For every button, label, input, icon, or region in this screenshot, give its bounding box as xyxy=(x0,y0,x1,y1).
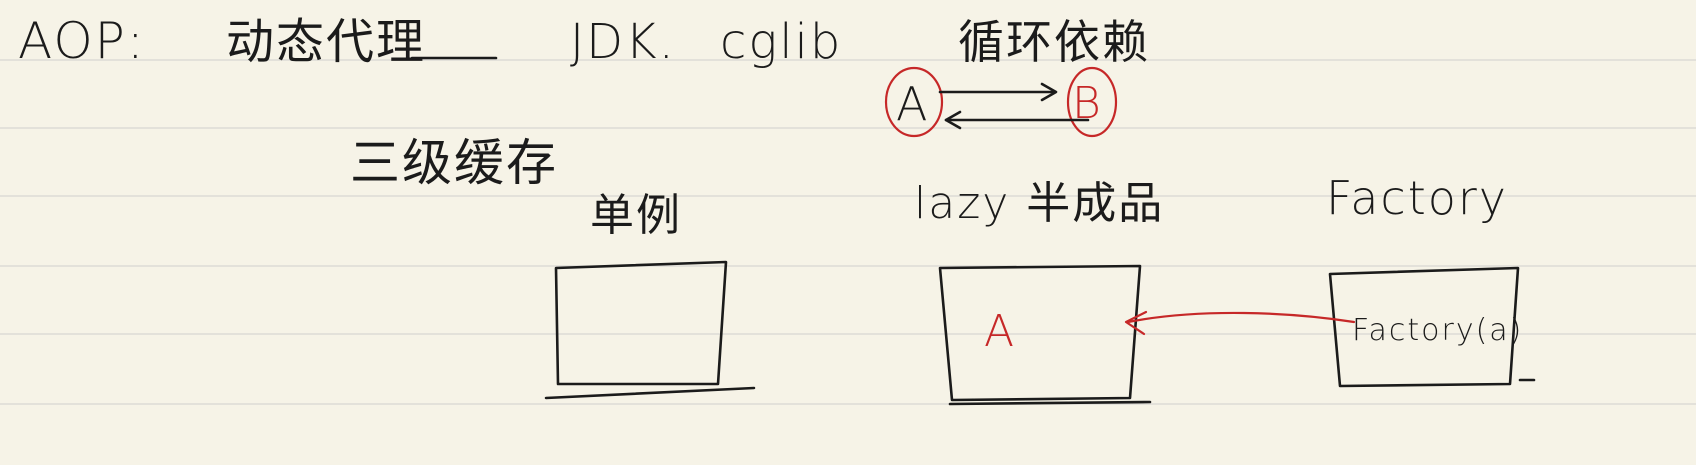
node-a-label: A xyxy=(896,77,929,131)
aop-text: AOP: xyxy=(18,12,146,70)
factory-box xyxy=(1328,266,1520,388)
arrow-a-to-b-head xyxy=(1040,82,1058,102)
singleton-box xyxy=(554,260,728,386)
ruled-lines xyxy=(0,59,1696,405)
node-b-circle xyxy=(1066,66,1118,138)
lazy-box xyxy=(938,264,1142,402)
jdk-text: JDK. xyxy=(570,14,676,70)
lazy-box-base xyxy=(948,400,1152,406)
lazy-label: lazy 半成品 xyxy=(914,178,1164,229)
singleton-box-base xyxy=(544,386,756,400)
circular-dependency-text: 循环依赖 xyxy=(958,15,1150,69)
singleton-label: 单例 xyxy=(590,190,682,241)
three-level-cache-title: 三级缓存 xyxy=(350,134,558,192)
dynamic-proxy-text: 动态代理 xyxy=(226,14,426,70)
cglib-text: cglib xyxy=(720,14,842,70)
lazy-box-a: A xyxy=(984,306,1016,357)
factory-to-lazy-arrowhead xyxy=(1124,310,1148,336)
node-a-circle xyxy=(884,66,944,138)
node-b-label: B xyxy=(1072,78,1103,129)
factory-box-text: Factory(a) xyxy=(1352,313,1523,348)
factory-label: Factory xyxy=(1326,171,1508,225)
arrow-b-to-a-head xyxy=(944,110,962,130)
factory-to-lazy-arrow xyxy=(1126,311,1356,324)
circular-dependency-diagram: A B xyxy=(884,66,1118,138)
